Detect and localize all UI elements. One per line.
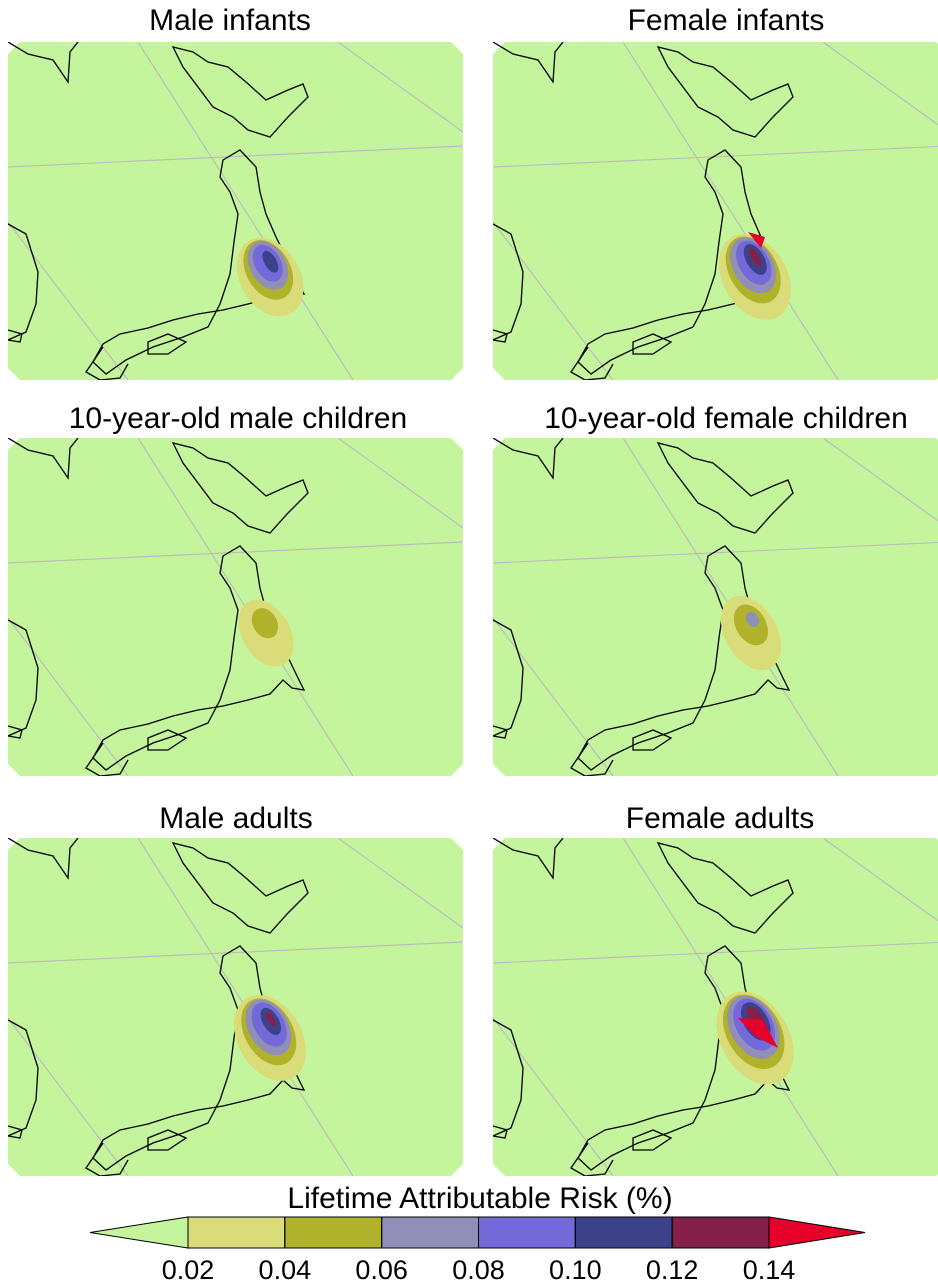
colorbar-bin bbox=[478, 1216, 576, 1249]
panel-title: Female adults bbox=[626, 802, 814, 835]
colorbar-under bbox=[89, 1216, 189, 1249]
colorbar-bin bbox=[671, 1216, 770, 1249]
colorbar-tick-label: 0.02 bbox=[162, 1255, 215, 1285]
map-panel bbox=[8, 42, 463, 380]
map-panel bbox=[493, 438, 938, 776]
colorbar-tick-label: 0.12 bbox=[646, 1255, 699, 1285]
panel-title: Male adults bbox=[159, 802, 312, 835]
colorbar-bin bbox=[574, 1216, 673, 1249]
colorbar-tick-label: 0.04 bbox=[259, 1255, 312, 1285]
panel-title: Male infants bbox=[149, 4, 311, 37]
colorbar-bin bbox=[381, 1216, 479, 1249]
colorbar-tick-label: 0.06 bbox=[355, 1255, 408, 1285]
colorbar-label: Lifetime Attributable Risk (%) bbox=[287, 1182, 672, 1215]
colorbar-tick-label: 0.14 bbox=[743, 1255, 796, 1285]
map-panel bbox=[8, 838, 463, 1176]
colorbar: 0.02 0.04 0.06 0.08 0.10 0.12 0.14 bbox=[89, 1216, 866, 1285]
map-panel bbox=[493, 838, 938, 1176]
panel-title: Female infants bbox=[628, 4, 825, 37]
map-panel bbox=[8, 438, 463, 776]
colorbar-over bbox=[768, 1216, 866, 1249]
panel-title: 10-year-old female children bbox=[544, 402, 908, 435]
colorbar-tick-label: 0.10 bbox=[549, 1255, 602, 1285]
colorbar-bin bbox=[284, 1216, 383, 1249]
panel-title: 10-year-old male children bbox=[69, 402, 408, 435]
colorbar-bin bbox=[187, 1216, 286, 1249]
map-panel bbox=[493, 42, 938, 380]
colorbar-tick-label: 0.08 bbox=[452, 1255, 505, 1285]
